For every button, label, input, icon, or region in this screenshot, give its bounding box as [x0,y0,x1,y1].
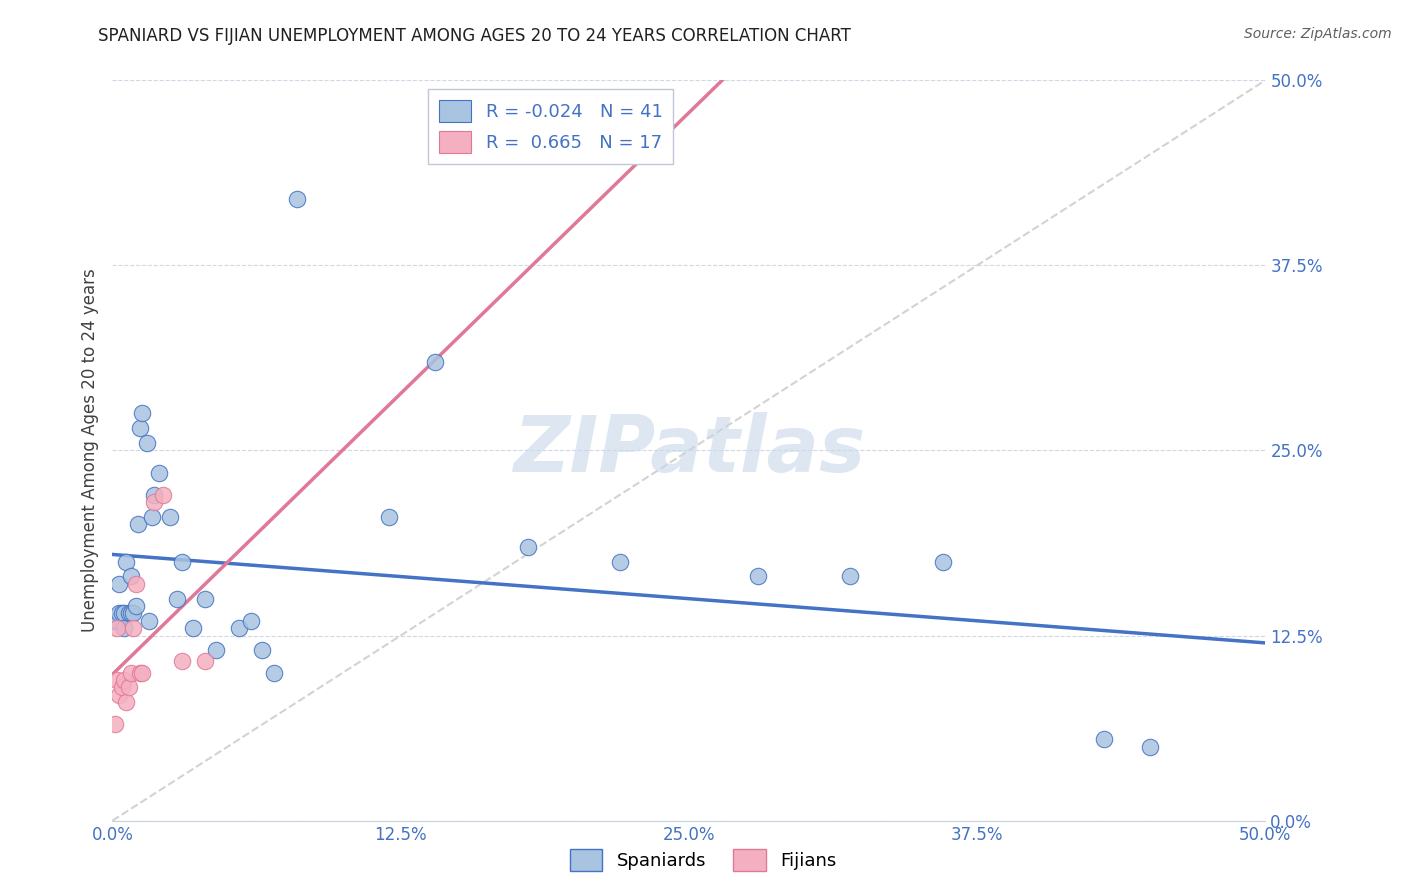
Point [105,621,128,635]
Point [120,607,142,621]
Point [181,621,204,635]
Point [170,654,193,668]
Point [120,569,142,583]
Point [115,695,138,709]
Point [378,510,401,524]
Point [285,192,308,206]
Point [115,555,138,569]
Point [931,555,953,569]
Point [112,673,135,687]
Text: SPANIARD VS FIJIAN UNEMPLOYMENT AMONG AGES 20 TO 24 YEARS CORRELATION CHART: SPANIARD VS FIJIAN UNEMPLOYMENT AMONG AG… [98,27,851,45]
Point [148,466,170,480]
Point [124,576,146,591]
Point [111,607,134,621]
Point [108,576,131,591]
Point [228,621,250,635]
Point [129,421,152,435]
Point [104,614,127,628]
Legend: R = -0.024   N = 41, R =  0.665   N = 17: R = -0.024 N = 41, R = 0.665 N = 17 [427,89,673,164]
Point [124,599,146,613]
Point [747,569,769,583]
Point [117,681,139,695]
Point [105,614,128,628]
Point [138,614,160,628]
Point [112,621,135,635]
Point [1092,732,1115,747]
Point [120,665,142,680]
Point [131,665,153,680]
Point [129,665,152,680]
Point [122,607,145,621]
Point [516,540,538,554]
Point [263,665,285,680]
Point [122,621,145,635]
Point [194,591,217,606]
Point [143,495,166,509]
Text: ZIPatlas: ZIPatlas [513,412,865,489]
Point [205,643,228,657]
Point [170,555,193,569]
Point [1139,739,1161,754]
Point [136,436,159,450]
Point [141,510,163,524]
Point [105,673,128,687]
Point [425,354,447,368]
Point [111,681,134,695]
Point [143,488,166,502]
Point [108,688,131,702]
Point [152,488,174,502]
Point [166,591,188,606]
Point [108,607,131,621]
Point [239,614,262,628]
Point [839,569,862,583]
Point [131,407,153,421]
Point [112,607,135,621]
Point [159,510,181,524]
Point [252,643,274,657]
Text: Source: ZipAtlas.com: Source: ZipAtlas.com [1244,27,1392,41]
Legend: Spaniards, Fijians: Spaniards, Fijians [562,842,844,879]
Point [104,717,127,731]
Point [117,607,139,621]
Point [609,555,631,569]
Point [127,517,149,532]
Y-axis label: Unemployment Among Ages 20 to 24 years: Unemployment Among Ages 20 to 24 years [80,268,98,632]
Point [194,654,217,668]
